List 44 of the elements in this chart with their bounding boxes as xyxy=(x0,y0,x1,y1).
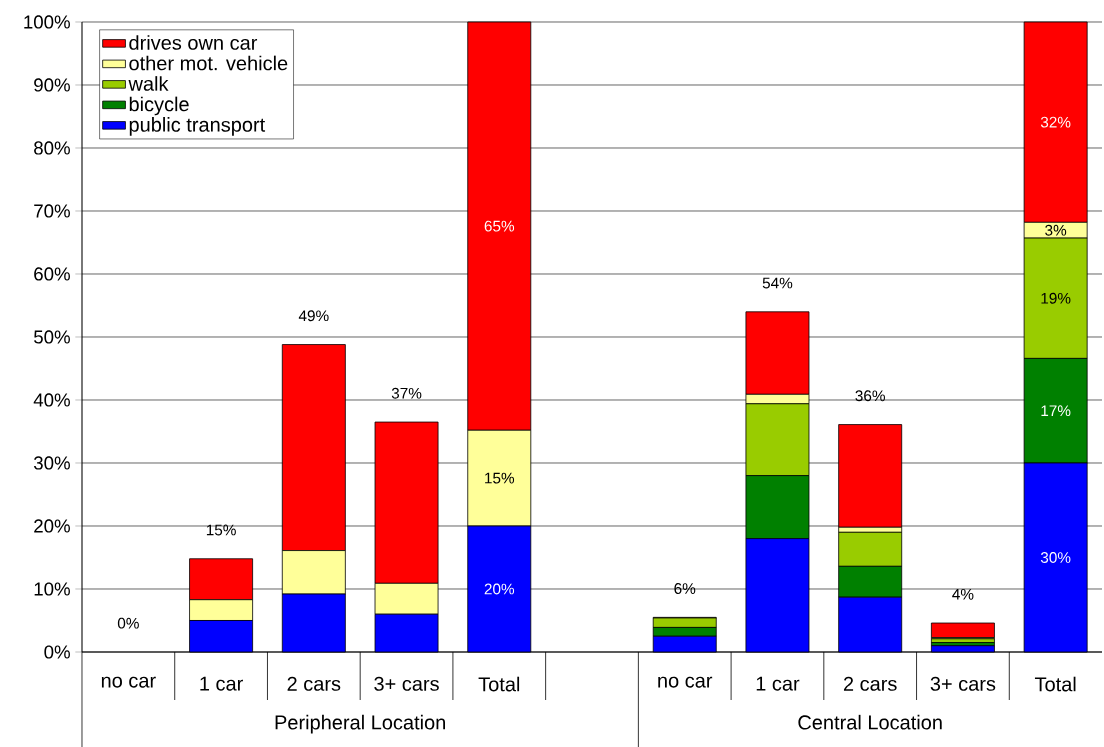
x-tick-label: Total xyxy=(1034,676,1076,692)
legend-label: other mot. vehicle xyxy=(129,55,288,71)
y-tick-label: 0% xyxy=(44,645,70,659)
x-tick-label: 3+ cars xyxy=(930,676,996,691)
legend-label: walk xyxy=(128,76,169,91)
y-tick-label: 100% xyxy=(24,15,70,29)
legend-label: bicycle xyxy=(129,96,189,116)
x-tick-label: 1 car xyxy=(200,676,243,691)
total-label: 4% xyxy=(952,588,974,600)
total-label: 37% xyxy=(391,387,422,399)
x-tick-label: no car xyxy=(658,676,713,688)
total-label: 0% xyxy=(117,617,139,629)
y-tick-label: 30% xyxy=(33,456,70,470)
y-tick-label: 50% xyxy=(34,330,70,344)
data-label: 30% xyxy=(1040,552,1071,563)
total-label: 15% xyxy=(206,524,236,536)
x-tick-label: 3+ cars xyxy=(374,676,439,691)
text: Central Location xyxy=(798,714,942,730)
data-label: 65% xyxy=(484,220,515,232)
data-label: 20% xyxy=(484,583,515,595)
x-tick-label: Total xyxy=(478,676,520,692)
total-label: 6% xyxy=(674,583,696,594)
total-label: 49% xyxy=(298,310,329,322)
x-tick-label: no car xyxy=(101,676,156,688)
x-tick-label: 1 car xyxy=(756,676,800,691)
y-tick-label: 20% xyxy=(34,519,70,533)
data-label: 3% xyxy=(1045,224,1067,236)
legend-label: public transport xyxy=(129,117,266,136)
total-label: 36% xyxy=(855,390,885,402)
text: Peripheral Location xyxy=(275,714,446,734)
data-label: 17% xyxy=(1041,405,1071,417)
y-tick-label: 10% xyxy=(34,582,70,596)
legend-label: drives own car xyxy=(129,35,258,50)
y-tick-label: 40% xyxy=(33,393,70,407)
y-tick-label: 60% xyxy=(34,267,70,281)
x-tick-label: 2 cars xyxy=(287,676,341,691)
data-label: 32% xyxy=(1040,116,1071,128)
y-tick-label: 80% xyxy=(34,141,70,155)
y-tick-label: 90% xyxy=(34,78,70,92)
x-tick-label: 2 cars xyxy=(843,676,897,691)
total-label: 54% xyxy=(762,277,793,289)
data-label: 15% xyxy=(485,472,515,484)
y-tick-label: 70% xyxy=(34,204,70,218)
data-label: 19% xyxy=(1041,292,1071,304)
